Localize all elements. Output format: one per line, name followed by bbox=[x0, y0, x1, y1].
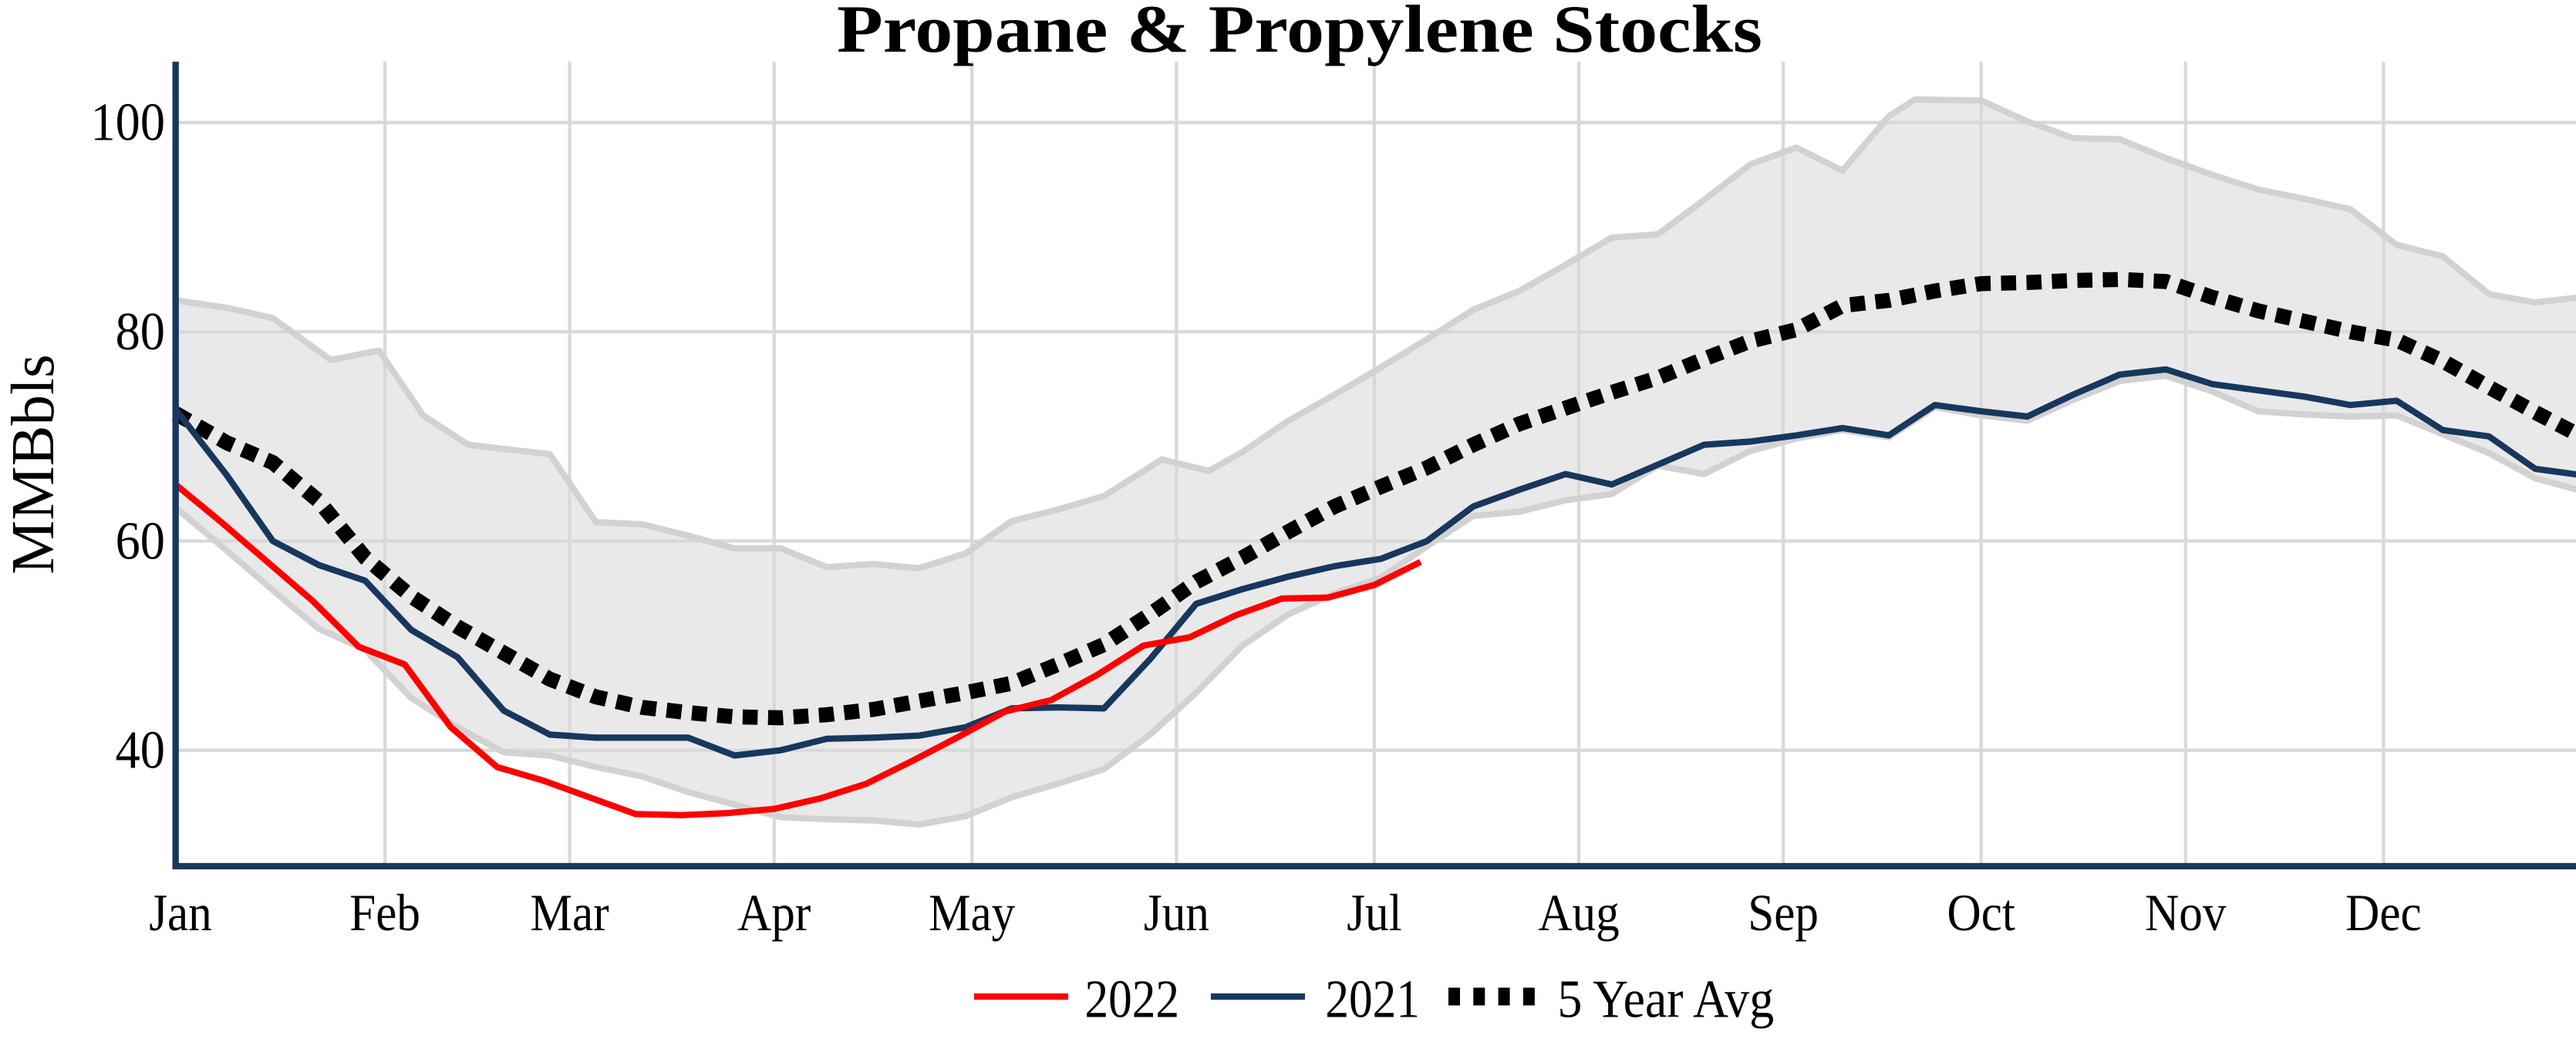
svg-text:Propane & Propylene Stocks: Propane & Propylene Stocks bbox=[837, 0, 1762, 67]
svg-text:100: 100 bbox=[91, 93, 166, 153]
svg-text:May: May bbox=[929, 883, 1015, 942]
svg-text:40: 40 bbox=[116, 721, 165, 781]
svg-text:80: 80 bbox=[116, 302, 165, 362]
svg-text:5 Year Avg: 5 Year Avg bbox=[1558, 970, 1775, 1030]
svg-text:60: 60 bbox=[116, 511, 165, 571]
svg-text:Jul: Jul bbox=[1347, 883, 1401, 942]
svg-text:Feb: Feb bbox=[349, 883, 420, 942]
svg-text:Mar: Mar bbox=[531, 883, 609, 942]
svg-text:Nov: Nov bbox=[2145, 883, 2226, 942]
svg-text:Jun: Jun bbox=[1144, 883, 1209, 942]
svg-text:Sep: Sep bbox=[1748, 883, 1819, 942]
svg-text:Jan: Jan bbox=[149, 883, 212, 942]
svg-text:MMBbls: MMBbls bbox=[0, 354, 67, 574]
svg-text:Apr: Apr bbox=[737, 883, 811, 942]
svg-text:Aug: Aug bbox=[1538, 883, 1619, 942]
svg-text:Dec: Dec bbox=[2345, 883, 2422, 942]
svg-text:2021: 2021 bbox=[1325, 970, 1420, 1030]
svg-text:Oct: Oct bbox=[1947, 883, 2015, 942]
svg-text:2022: 2022 bbox=[1085, 970, 1180, 1030]
